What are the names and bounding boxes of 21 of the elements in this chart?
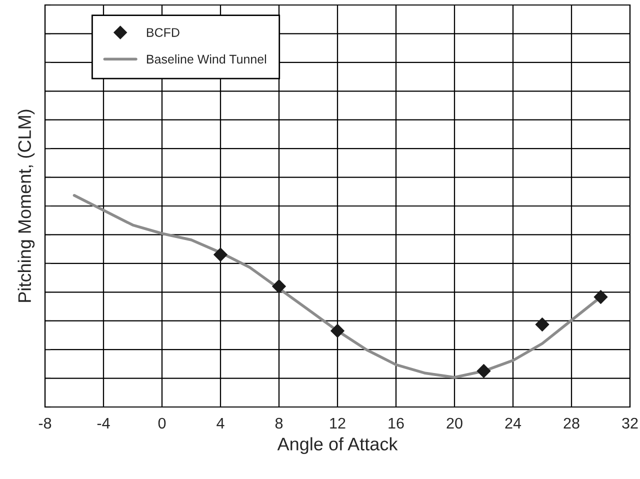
x-tick-label: 12 <box>330 418 346 428</box>
point <box>476 364 491 378</box>
point <box>594 290 608 304</box>
legend-label: Baseline Wind Tunnel <box>146 54 266 64</box>
x-tick-label: 4 <box>216 418 224 428</box>
x-tick-label: 32 <box>622 418 638 429</box>
x-axis-title: Angle of Attack <box>277 437 398 454</box>
point <box>535 318 550 332</box>
point <box>214 248 228 262</box>
x-tick-label: 28 <box>564 418 580 429</box>
y-axis-title: Pitching Moment, (CLM) <box>18 110 35 302</box>
x-tick-label: 20 <box>446 418 462 429</box>
legend-label: BCFD <box>146 28 180 37</box>
x-tick-label: -4 <box>97 418 110 428</box>
x-tick-label: 0 <box>158 418 166 429</box>
x-tick-label: 16 <box>388 418 404 429</box>
x-tick-label: 8 <box>275 418 283 429</box>
point <box>272 279 286 294</box>
x-tick-label: -8 <box>38 418 52 429</box>
point <box>330 324 344 338</box>
x-tick-label: 24 <box>505 418 522 428</box>
